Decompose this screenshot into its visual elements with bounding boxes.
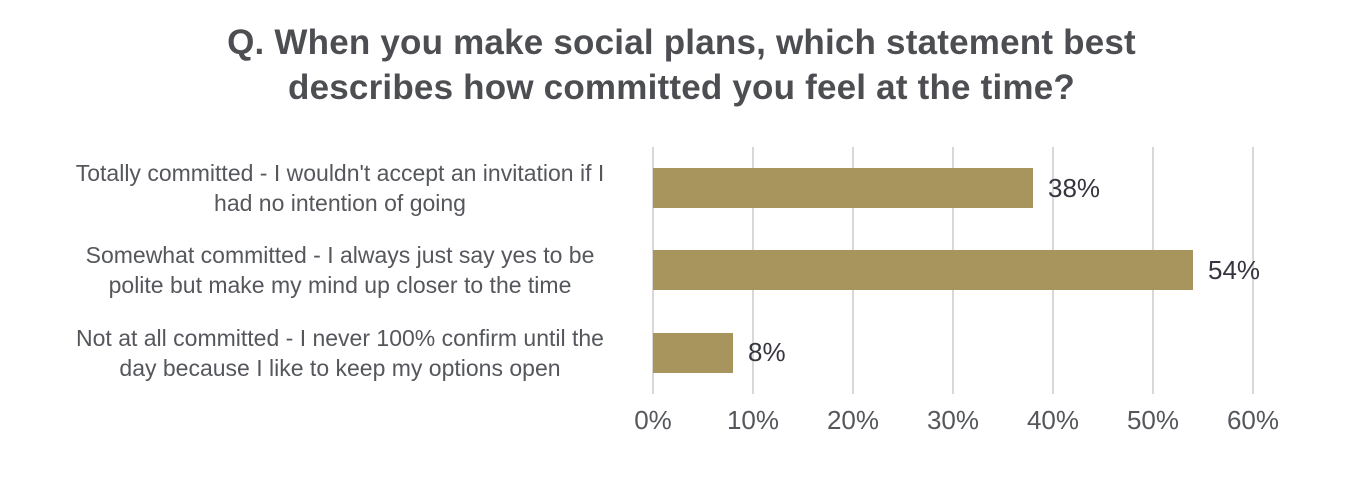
value-label: 54% bbox=[1208, 254, 1261, 285]
x-tick-label: 40% bbox=[1026, 405, 1080, 435]
plot-wrap: 38% 54% 8% 0% 10% 20% 30% 40% 50% 60% bbox=[634, 147, 1279, 439]
x-tick-label: 10% bbox=[726, 405, 780, 435]
bar-row: 38% bbox=[653, 147, 1253, 229]
category-label-column: Totally committed - I wouldn't accept an… bbox=[40, 147, 640, 439]
bar-row: 54% bbox=[653, 229, 1260, 311]
category-label: Somewhat committed - I always just say y… bbox=[85, 242, 595, 299]
x-tick-label: 0% bbox=[634, 405, 672, 435]
x-axis: 0% 10% 20% 30% 40% 50% 60% bbox=[634, 394, 1279, 439]
bar-row: 8% bbox=[653, 312, 1253, 394]
chart-body: Totally committed - I wouldn't accept an… bbox=[0, 147, 1363, 439]
category-label: Not at all committed - I never 100% conf… bbox=[76, 324, 604, 381]
value-label: 8% bbox=[748, 337, 786, 368]
x-tick-label: 50% bbox=[1126, 405, 1180, 435]
chart-title: Q. When you make social plans, which sta… bbox=[227, 23, 1136, 107]
x-tick-label: 20% bbox=[826, 405, 880, 435]
value-label: 38% bbox=[1048, 172, 1101, 203]
gridline-60 bbox=[1252, 147, 1254, 394]
bar bbox=[653, 332, 733, 373]
plot-area: 38% 54% 8% bbox=[652, 147, 1260, 394]
x-tick-label: 30% bbox=[926, 405, 980, 435]
x-tick-label: 60% bbox=[1226, 405, 1280, 435]
category-label: Totally committed - I wouldn't accept an… bbox=[75, 160, 605, 217]
bar bbox=[653, 168, 1033, 209]
bar-rows: 38% 54% 8% bbox=[653, 147, 1260, 394]
bar bbox=[653, 250, 1193, 291]
